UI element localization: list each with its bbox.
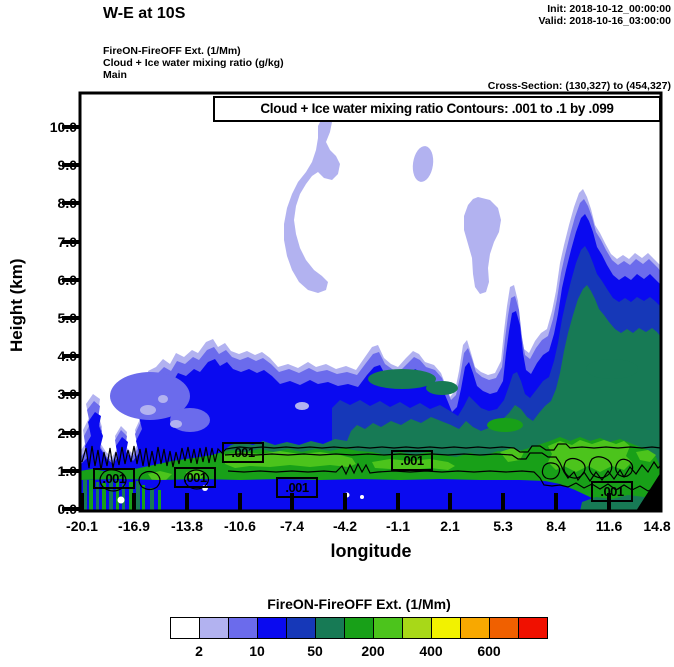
x-tick-label: 8.4 bbox=[546, 518, 566, 534]
y-tick-label: 2.0 bbox=[57, 425, 77, 441]
colorbar-tick: 50 bbox=[307, 643, 323, 659]
y-tick-label: 10.0 bbox=[49, 119, 77, 135]
colorbar-cell bbox=[199, 617, 229, 639]
colorbar-cell bbox=[489, 617, 519, 639]
y-tick-label: 4.0 bbox=[57, 348, 77, 364]
contour-label: .001 bbox=[276, 477, 318, 498]
colorbar-tick: 600 bbox=[477, 643, 501, 659]
colorbar-tick: 200 bbox=[361, 643, 385, 659]
contour-lines bbox=[81, 443, 661, 492]
colorbar-cell bbox=[402, 617, 432, 639]
y-tick-label: 3.0 bbox=[57, 386, 77, 402]
y-tick-label: 0.0 bbox=[57, 501, 77, 517]
colorbar bbox=[170, 617, 548, 639]
contour-label: .001 bbox=[174, 467, 216, 488]
white-spot bbox=[360, 495, 364, 499]
x-axis-title: longitude bbox=[330, 541, 412, 561]
colorbar-cell bbox=[431, 617, 461, 639]
valid-time: Valid: 2018-10-16_03:00:00 bbox=[538, 15, 671, 27]
page-title: W-E at 10S bbox=[103, 5, 186, 22]
colorbar-cell bbox=[460, 617, 490, 639]
terrain-wedge bbox=[636, 472, 661, 511]
colorbar-cell bbox=[170, 617, 200, 639]
y-tick-label: 9.0 bbox=[57, 157, 77, 173]
x-tick-label: -16.9 bbox=[118, 518, 150, 534]
y-axis-title: Height (km) bbox=[7, 258, 26, 352]
colorbar-cell bbox=[286, 617, 316, 639]
y-tick-label: 1.0 bbox=[57, 463, 77, 479]
colorbar-title: FireON-FireOFF Ext. (1/Mm) bbox=[267, 596, 451, 612]
colorbar-cell bbox=[344, 617, 374, 639]
colorbar-cell bbox=[257, 617, 287, 639]
contour-label: .001 bbox=[93, 468, 135, 489]
contour-label: .001 bbox=[222, 442, 264, 463]
inner-patches bbox=[110, 372, 309, 432]
colorbar-cell bbox=[228, 617, 258, 639]
plot-frame bbox=[78, 91, 663, 513]
teal-lumps bbox=[368, 359, 638, 432]
x-tick-label: 2.1 bbox=[440, 518, 460, 534]
init-time: Init: 2018-10-12_00:00:00 bbox=[547, 3, 671, 15]
field-label: Cloud + Ice water mixing ratio (g/kg) bbox=[103, 57, 284, 69]
colorbar-cell bbox=[315, 617, 345, 639]
colorbar-cell bbox=[373, 617, 403, 639]
experiment-label: FireON-FireOFF Ext. (1/Mm) bbox=[103, 45, 241, 57]
contour-label: .001 bbox=[591, 481, 633, 502]
colorbar-tick: 10 bbox=[249, 643, 265, 659]
colorbar-cell bbox=[518, 617, 548, 639]
axes bbox=[62, 91, 663, 513]
contour-label: .001 bbox=[391, 450, 433, 471]
wisp-hook bbox=[284, 116, 340, 293]
x-tick-label: 14.8 bbox=[643, 518, 671, 534]
x-tick-label: -20.1 bbox=[66, 518, 98, 534]
x-tick-label: 5.3 bbox=[493, 518, 513, 534]
x-ticks bbox=[80, 493, 661, 511]
colorbar-tick: 2 bbox=[195, 643, 203, 659]
y-ticks bbox=[62, 125, 80, 511]
x-tick-label: -7.4 bbox=[279, 518, 305, 534]
x-tick-label: -4.2 bbox=[332, 518, 358, 534]
x-tick-label: 11.6 bbox=[595, 518, 623, 534]
colorbar-tick: 400 bbox=[419, 643, 443, 659]
wisp-blob bbox=[412, 146, 434, 182]
grid-label: Main bbox=[103, 69, 127, 81]
y-tick-label: 8.0 bbox=[57, 195, 77, 211]
run-times: Init: 2018-10-12_00:00:00 Valid: 2018-10… bbox=[538, 3, 671, 27]
x-tick-label: -13.8 bbox=[171, 518, 203, 534]
field-header: FireON-FireOFF Ext. (1/Mm) Cloud + Ice w… bbox=[103, 45, 284, 81]
y-tick-label: 5.0 bbox=[57, 310, 77, 326]
x-tick-label: -10.6 bbox=[224, 518, 256, 534]
cross-section-label: Cross-Section: (130,327) to (454,327) bbox=[487, 80, 671, 92]
wisp-teardrop bbox=[464, 197, 501, 294]
white-spot bbox=[117, 496, 125, 504]
x-tick-label: -1.1 bbox=[385, 518, 411, 534]
y-tick-label: 6.0 bbox=[57, 272, 77, 288]
filled-contours bbox=[80, 116, 661, 511]
y-tick-label: 7.0 bbox=[57, 234, 77, 250]
plot-title: Cloud + Ice water mixing ratio Contours:… bbox=[213, 96, 661, 122]
